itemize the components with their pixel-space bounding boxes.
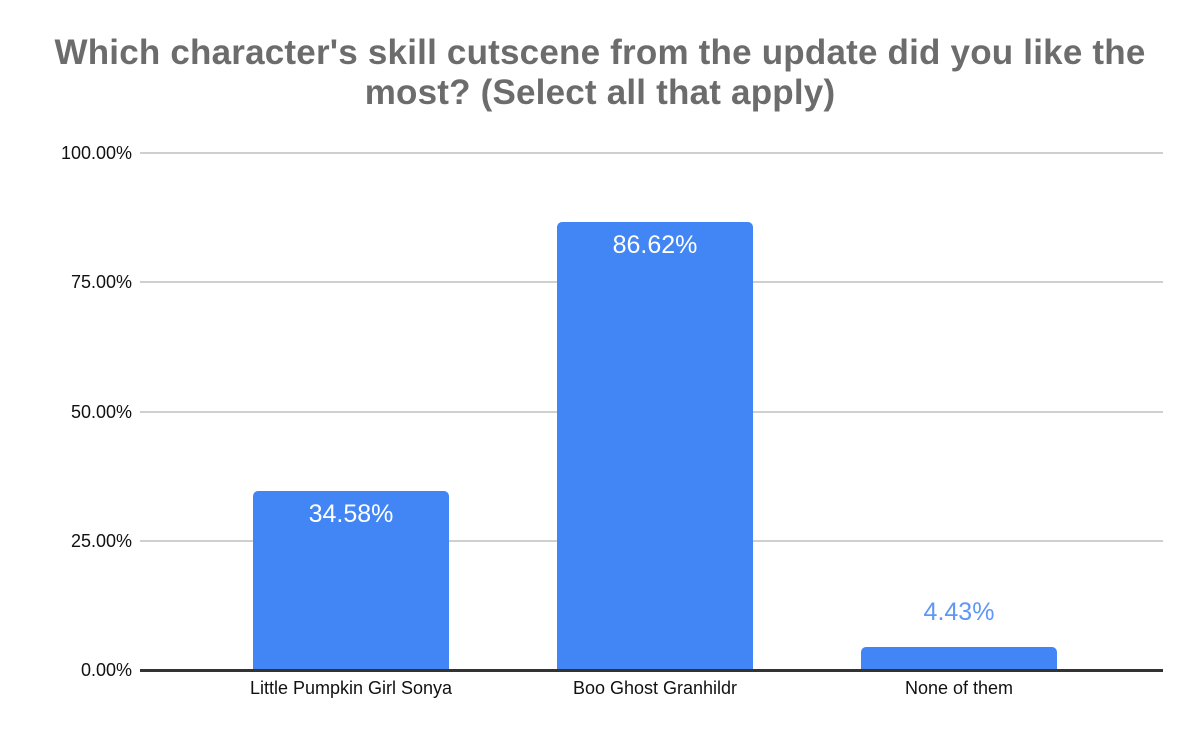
chart-title: Which character's skill cutscene from th… <box>54 33 1146 112</box>
bar[interactable] <box>557 222 753 670</box>
bar[interactable] <box>861 647 1057 670</box>
y-axis-tick-label: 0.00% <box>80 660 132 680</box>
x-axis-category-label: Little Pumpkin Girl Sonya <box>249 678 453 698</box>
y-axis-tick-label: 25.00% <box>70 530 132 551</box>
bar-value-label: 4.43% <box>923 598 995 626</box>
bar-value-label: 34.58% <box>308 500 394 528</box>
bar-value-label: 86.62% <box>612 231 698 259</box>
gridline <box>140 152 1163 154</box>
x-axis-line <box>140 668 1163 672</box>
x-axis-category-label: None of them <box>904 678 1014 698</box>
x-axis-category-label: Boo Ghost Granhildr <box>572 678 738 698</box>
y-axis-tick-label: 75.00% <box>70 272 132 293</box>
bar[interactable] <box>253 491 449 670</box>
y-axis-tick-label: 50.00% <box>70 401 132 422</box>
y-axis-tick-label: 100.00% <box>60 143 132 163</box>
